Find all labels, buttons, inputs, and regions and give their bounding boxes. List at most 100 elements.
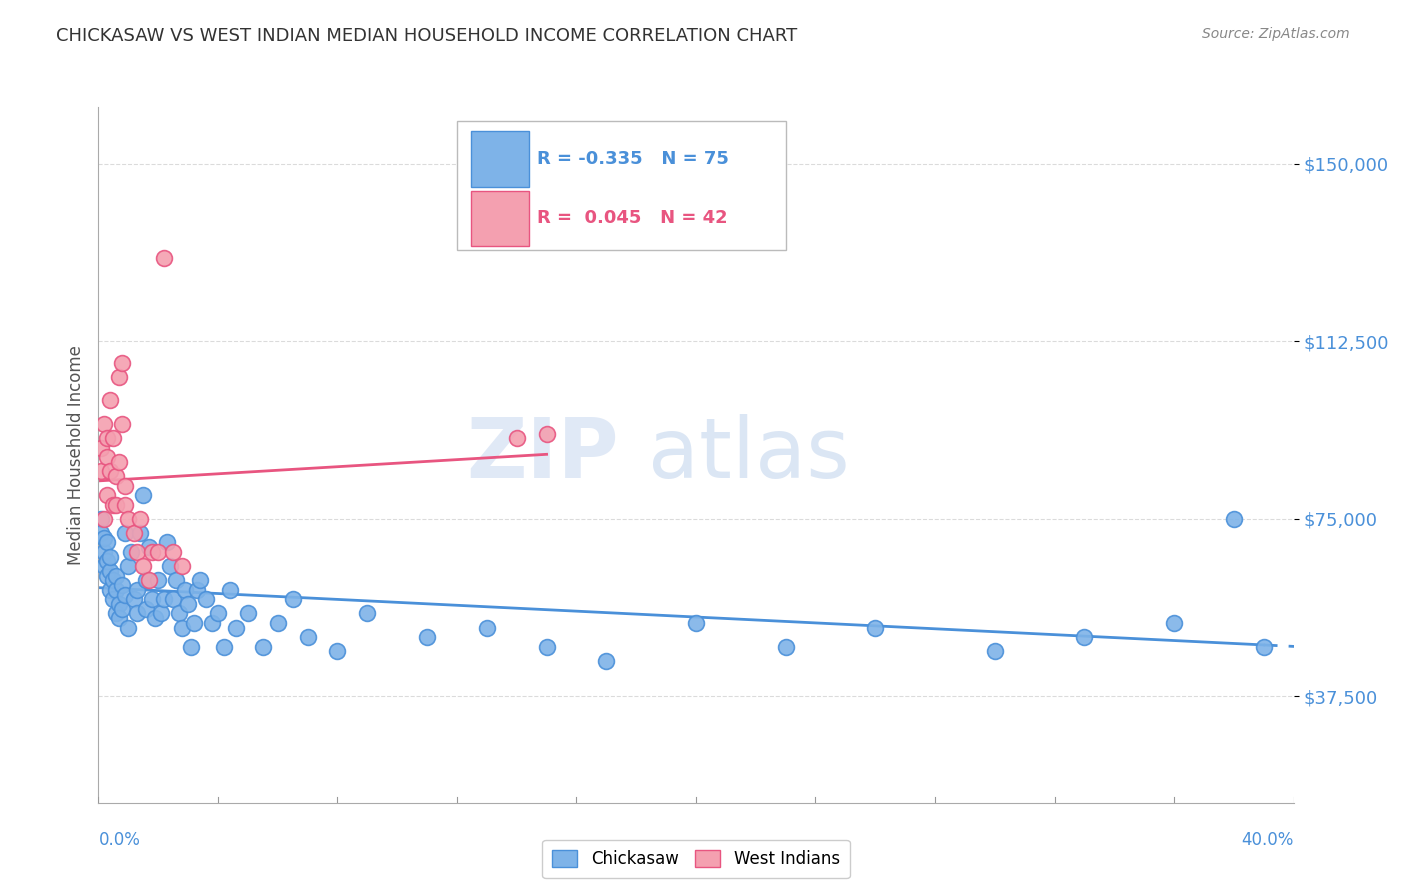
Point [148,574,170,588]
Point [127,607,149,621]
Point [135,574,157,588]
Point [165,574,187,588]
Text: CHICKASAW VS WEST INDIAN MEDIAN HOUSEHOLD INCOME CORRELATION CHART: CHICKASAW VS WEST INDIAN MEDIAN HOUSEHOL… [56,27,797,45]
Point [90,441,112,455]
Point [506,431,529,445]
Point [132,559,155,574]
Point [143,611,166,625]
Point [90,526,112,541]
Point [108,369,131,384]
Point [138,574,160,588]
Point [252,640,274,654]
Point [194,592,218,607]
Point [183,615,205,630]
Point [281,592,304,607]
Text: 0.0%: 0.0% [98,830,141,848]
Point [96,554,118,568]
Point [1073,630,1095,644]
Point [536,640,558,654]
Point [108,611,131,625]
Point [595,654,617,668]
Text: Source: ZipAtlas.com: Source: ZipAtlas.com [1202,27,1350,41]
FancyBboxPatch shape [471,131,529,187]
Point [167,607,190,621]
Point [96,568,118,582]
Point [267,615,290,630]
FancyBboxPatch shape [471,191,529,246]
Point [207,607,229,621]
Point [1163,615,1185,630]
Point [141,545,163,559]
Point [93,512,115,526]
Point [103,498,125,512]
Point [111,601,134,615]
Point [129,526,152,541]
Point [775,640,797,654]
Point [180,640,202,654]
Point [108,455,131,469]
Point [177,597,200,611]
Point [103,592,125,607]
Point [96,535,118,549]
Point [536,426,558,441]
Point [114,478,136,492]
Point [162,592,184,607]
Point [93,545,115,559]
Point [114,498,136,512]
Point [416,630,439,644]
Point [93,531,115,545]
Point [186,582,208,597]
Point [326,644,349,658]
Point [685,615,707,630]
Point [225,621,247,635]
Point [93,559,115,574]
Point [105,582,128,597]
Point [96,488,118,502]
Point [98,582,122,597]
Point [111,578,134,592]
Point [105,568,128,582]
Point [93,417,115,432]
Text: ZIP: ZIP [465,415,619,495]
Y-axis label: Median Household Income: Median Household Income [66,345,84,565]
Point [138,540,160,554]
Text: 40.0%: 40.0% [1241,830,1294,848]
Point [162,545,184,559]
Point [111,356,134,370]
Point [117,559,139,574]
Point [108,597,131,611]
Point [1253,640,1275,654]
Point [150,607,173,621]
Point [983,644,1005,658]
Point [103,574,125,588]
Point [172,621,194,635]
Point [127,582,149,597]
Point [141,592,163,607]
Point [219,582,242,597]
Point [114,588,136,602]
Point [156,535,179,549]
Point [124,526,146,541]
FancyBboxPatch shape [457,121,786,250]
Point [90,512,112,526]
Point [236,607,259,621]
Point [98,465,122,479]
Text: R =  0.045   N = 42: R = 0.045 N = 42 [537,210,728,227]
Point [98,393,122,408]
Point [105,469,128,483]
Point [153,592,176,607]
Point [111,417,134,432]
Legend: Chickasaw, West Indians: Chickasaw, West Indians [543,839,849,878]
Point [188,574,211,588]
Point [865,621,887,635]
Point [132,488,155,502]
Point [297,630,319,644]
Point [159,559,181,574]
Point [105,607,128,621]
Point [105,498,128,512]
Point [96,450,118,465]
Point [124,592,146,607]
Point [148,545,170,559]
Point [174,582,197,597]
Point [114,526,136,541]
